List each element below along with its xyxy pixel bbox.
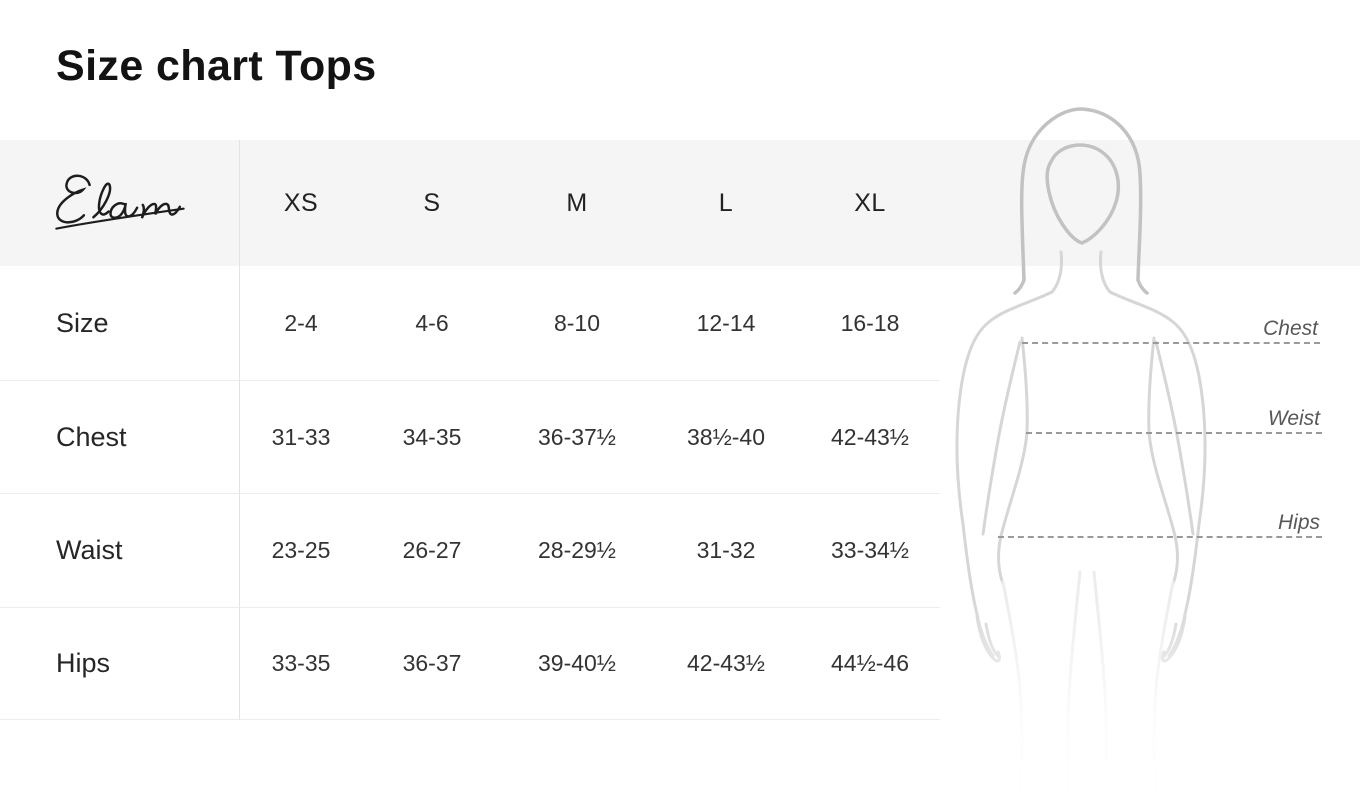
row-label-waist: Waist [0, 494, 240, 608]
table-cell-waist-l: 31-32 [652, 494, 800, 608]
row-label-chest: Chest [0, 381, 240, 494]
table-cell-chest-xs: 31-33 [240, 381, 362, 494]
chest-measurement-annotation: Chest [1022, 318, 1320, 344]
table-cell-hips-xl: 44½-46 [800, 608, 940, 720]
table-header-band [0, 140, 1360, 266]
column-header-s: S [423, 188, 441, 217]
waist-dashed-line [1026, 432, 1322, 434]
row-label-size: Size [0, 266, 240, 381]
column-header-xs: XS [283, 188, 319, 217]
face-outline [1045, 143, 1121, 245]
size-chart-table: Elan XS S M L XL Size [0, 140, 940, 720]
hips-annotation-label: Hips [1277, 511, 1320, 534]
brand-logo-cell: Elan [0, 140, 240, 266]
table-cell-waist-m: 28-29½ [502, 494, 652, 608]
table-cell-hips-m: 39-40½ [502, 608, 652, 720]
page-title: Size chart Tops [56, 42, 377, 90]
table-cell-waist-xl: 33-34½ [800, 494, 940, 608]
table-cell-waist-s: 26-27 [362, 494, 502, 608]
table-cell-chest-s: 34-35 [362, 381, 502, 494]
table-cell-size-m: 8-10 [502, 266, 652, 381]
table-cell-size-s: 4-6 [362, 266, 502, 381]
table-cell-chest-l: 38½-40 [652, 381, 800, 494]
figure-fade-overlay [940, 600, 1360, 804]
column-header-m: M [566, 188, 588, 217]
row-label-hips: Hips [0, 608, 240, 720]
brand-logo [54, 174, 185, 230]
waist-measurement-annotation: Weist [1026, 408, 1322, 434]
table-cell-hips-xs: 33-35 [240, 608, 362, 720]
chest-annotation-label: Chest [1263, 317, 1318, 340]
chest-dashed-line [1022, 342, 1320, 344]
table-cell-size-l: 12-14 [652, 266, 800, 381]
hips-measurement-annotation: Hips [998, 512, 1322, 538]
column-header-xl: XL [854, 188, 886, 217]
table-cell-size-xs: 2-4 [240, 266, 362, 381]
table-cell-waist-xs: 23-25 [240, 494, 362, 608]
table-cell-chest-m: 36-37½ [502, 381, 652, 494]
table-cell-chest-xl: 42-43½ [800, 381, 940, 494]
column-header-l: L [718, 188, 734, 217]
waist-annotation-label: Weist [1267, 407, 1320, 430]
table-cell-hips-l: 42-43½ [652, 608, 800, 720]
hair-outline [1013, 107, 1149, 295]
hips-dashed-line [998, 536, 1322, 538]
table-cell-size-xl: 16-18 [800, 266, 940, 381]
table-cell-hips-s: 36-37 [362, 608, 502, 720]
